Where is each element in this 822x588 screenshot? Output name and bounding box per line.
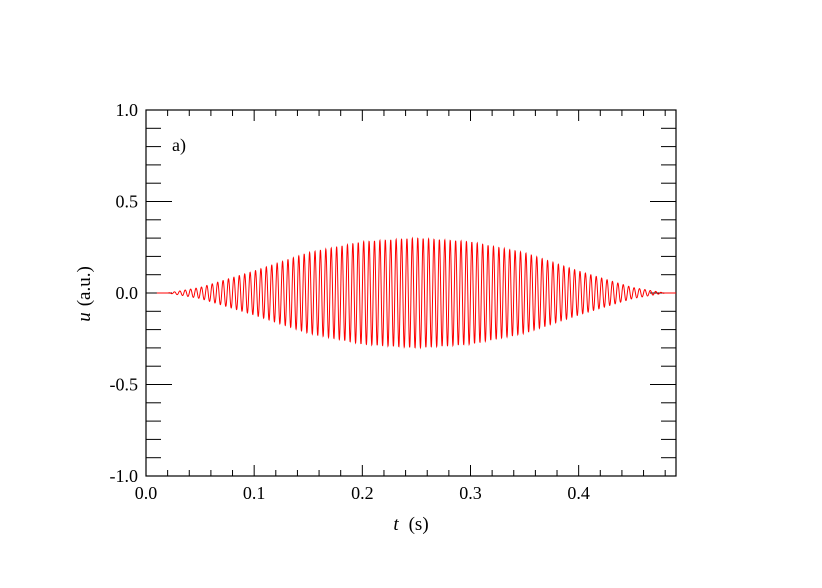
y-tick-label: 0.5 xyxy=(116,192,139,212)
series-line xyxy=(156,236,676,350)
y-axis-variable: u xyxy=(74,312,95,322)
x-tick-label: 0.3 xyxy=(459,483,482,503)
series-layer xyxy=(156,236,676,350)
x-tick-label: 0.1 xyxy=(243,483,266,503)
x-tick-label: 0.4 xyxy=(567,483,590,503)
y-tick-label: -0.5 xyxy=(110,375,139,395)
x-tick-label: 0.0 xyxy=(135,483,158,503)
x-axis-label: t (s) xyxy=(393,514,428,535)
panel-label: a) xyxy=(172,135,186,156)
axis-ticks xyxy=(145,109,676,477)
y-tick-label: 1.0 xyxy=(116,100,139,120)
y-axis-unit: (a.u.) xyxy=(74,266,95,306)
tick-labels: 0.0 0.1 0.2 0.3 0.4 1.0 0.5 0.0 -0.5 -1.0 xyxy=(110,100,590,503)
y-tick-label: 0.0 xyxy=(116,283,139,303)
y-tick-label: -1.0 xyxy=(110,466,139,486)
x-axis-variable: t xyxy=(393,514,399,535)
x-axis-unit: (s) xyxy=(409,514,429,535)
y-axis-label: u (a.u.) xyxy=(74,266,95,322)
x-tick-label: 0.2 xyxy=(351,483,374,503)
